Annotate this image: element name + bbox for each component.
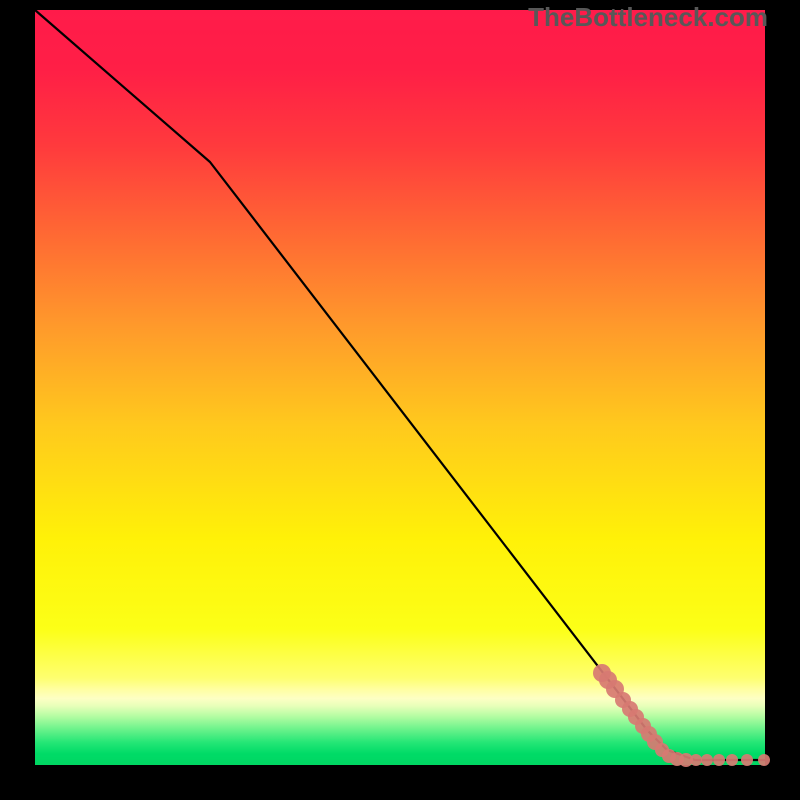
- watermark-text: TheBottleneck.com: [528, 2, 768, 33]
- data-marker: [713, 754, 725, 766]
- data-marker: [741, 754, 753, 766]
- plot-area: [35, 10, 765, 765]
- data-marker: [701, 754, 713, 766]
- data-marker: [726, 754, 738, 766]
- chart-frame: TheBottleneck.com: [0, 0, 800, 800]
- data-marker: [758, 754, 770, 766]
- chart-svg: [0, 0, 800, 800]
- data-marker: [690, 754, 702, 766]
